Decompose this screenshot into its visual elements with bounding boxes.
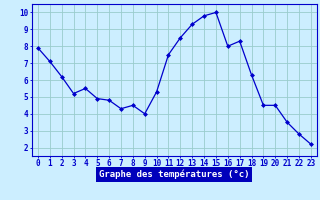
X-axis label: Graphe des températures (°c): Graphe des températures (°c) xyxy=(99,170,250,179)
